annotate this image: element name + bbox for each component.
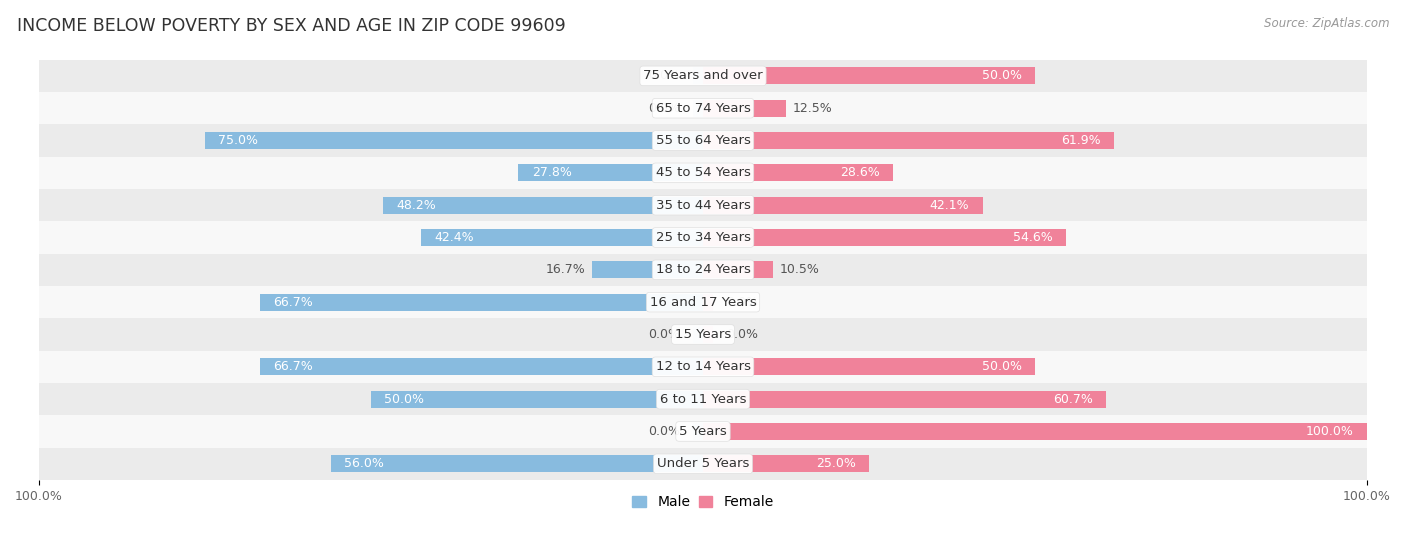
Bar bbox=[703, 358, 1035, 375]
Bar bbox=[332, 456, 703, 472]
Text: 61.9%: 61.9% bbox=[1062, 134, 1101, 147]
Bar bbox=[703, 68, 1035, 84]
Text: 35 to 44 Years: 35 to 44 Years bbox=[655, 198, 751, 212]
Text: 56.0%: 56.0% bbox=[344, 457, 384, 470]
Text: 55 to 64 Years: 55 to 64 Years bbox=[655, 134, 751, 147]
Bar bbox=[693, 326, 703, 343]
Bar bbox=[703, 197, 983, 214]
Text: 60.7%: 60.7% bbox=[1053, 392, 1092, 406]
Text: 100.0%: 100.0% bbox=[1306, 425, 1354, 438]
Text: 25 to 34 Years: 25 to 34 Years bbox=[655, 231, 751, 244]
Bar bbox=[703, 294, 713, 311]
Bar bbox=[39, 254, 1367, 286]
Text: 28.6%: 28.6% bbox=[839, 167, 880, 179]
Text: 0.0%: 0.0% bbox=[648, 102, 679, 115]
Text: 50.0%: 50.0% bbox=[981, 69, 1022, 82]
Bar bbox=[39, 286, 1367, 318]
Text: 54.6%: 54.6% bbox=[1012, 231, 1052, 244]
Bar bbox=[39, 60, 1367, 92]
Bar bbox=[693, 100, 703, 117]
Bar bbox=[39, 350, 1367, 383]
Text: 12 to 14 Years: 12 to 14 Years bbox=[655, 361, 751, 373]
Bar bbox=[422, 229, 703, 246]
Bar bbox=[39, 383, 1367, 415]
Bar bbox=[205, 132, 703, 149]
Bar bbox=[703, 391, 1107, 408]
Text: 5 Years: 5 Years bbox=[679, 425, 727, 438]
Bar bbox=[703, 229, 1066, 246]
Text: 0.0%: 0.0% bbox=[648, 425, 679, 438]
Text: 65 to 74 Years: 65 to 74 Years bbox=[655, 102, 751, 115]
Text: 27.8%: 27.8% bbox=[531, 167, 572, 179]
Text: 42.1%: 42.1% bbox=[929, 198, 969, 212]
Bar bbox=[592, 262, 703, 278]
Text: 0.0%: 0.0% bbox=[648, 69, 679, 82]
Text: 6 to 11 Years: 6 to 11 Years bbox=[659, 392, 747, 406]
Bar bbox=[382, 197, 703, 214]
Bar bbox=[39, 448, 1367, 480]
Bar bbox=[371, 391, 703, 408]
Text: 66.7%: 66.7% bbox=[273, 361, 314, 373]
Text: 42.4%: 42.4% bbox=[434, 231, 474, 244]
Text: 75.0%: 75.0% bbox=[218, 134, 259, 147]
Bar bbox=[703, 132, 1114, 149]
Bar bbox=[703, 423, 1367, 440]
Bar bbox=[693, 423, 703, 440]
Text: INCOME BELOW POVERTY BY SEX AND AGE IN ZIP CODE 99609: INCOME BELOW POVERTY BY SEX AND AGE IN Z… bbox=[17, 17, 565, 35]
Text: 18 to 24 Years: 18 to 24 Years bbox=[655, 263, 751, 276]
Legend: Male, Female: Male, Female bbox=[627, 490, 779, 515]
Text: 10.5%: 10.5% bbox=[779, 263, 820, 276]
Text: 0.0%: 0.0% bbox=[727, 328, 758, 341]
Text: 15 Years: 15 Years bbox=[675, 328, 731, 341]
Text: 48.2%: 48.2% bbox=[396, 198, 436, 212]
Bar bbox=[703, 456, 869, 472]
Text: 45 to 54 Years: 45 to 54 Years bbox=[655, 167, 751, 179]
Bar bbox=[703, 262, 773, 278]
Text: 50.0%: 50.0% bbox=[384, 392, 425, 406]
Bar bbox=[39, 189, 1367, 221]
Text: Source: ZipAtlas.com: Source: ZipAtlas.com bbox=[1264, 17, 1389, 30]
Bar bbox=[703, 326, 713, 343]
Bar bbox=[260, 294, 703, 311]
Bar bbox=[39, 221, 1367, 254]
Bar bbox=[39, 124, 1367, 157]
Bar bbox=[703, 100, 786, 117]
Text: 16.7%: 16.7% bbox=[546, 263, 585, 276]
Text: 25.0%: 25.0% bbox=[815, 457, 856, 470]
Text: Under 5 Years: Under 5 Years bbox=[657, 457, 749, 470]
Bar bbox=[39, 92, 1367, 124]
Text: 50.0%: 50.0% bbox=[981, 361, 1022, 373]
Bar bbox=[693, 68, 703, 84]
Bar bbox=[39, 415, 1367, 448]
Text: 75 Years and over: 75 Years and over bbox=[643, 69, 763, 82]
Text: 66.7%: 66.7% bbox=[273, 296, 314, 309]
Text: 0.0%: 0.0% bbox=[727, 296, 758, 309]
Bar bbox=[519, 164, 703, 181]
Bar bbox=[39, 318, 1367, 350]
Text: 0.0%: 0.0% bbox=[648, 328, 679, 341]
Text: 16 and 17 Years: 16 and 17 Years bbox=[650, 296, 756, 309]
Text: 12.5%: 12.5% bbox=[793, 102, 832, 115]
Bar bbox=[39, 157, 1367, 189]
Bar bbox=[703, 164, 893, 181]
Bar bbox=[260, 358, 703, 375]
